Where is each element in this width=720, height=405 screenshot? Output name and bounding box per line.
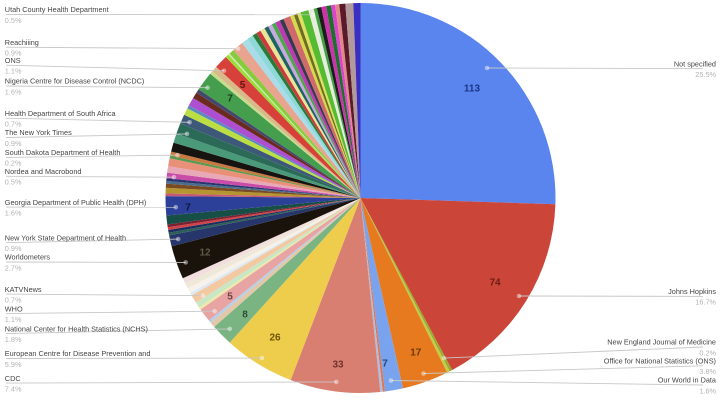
- svg-text:0.7%: 0.7%: [5, 120, 22, 129]
- svg-text:5: 5: [227, 291, 233, 302]
- svg-text:0.9%: 0.9%: [5, 244, 22, 253]
- svg-text:0.7%: 0.7%: [5, 295, 22, 304]
- svg-text:KATVNews: KATVNews: [5, 285, 42, 294]
- svg-text:1.6%: 1.6%: [5, 208, 22, 217]
- svg-text:1.6%: 1.6%: [5, 87, 22, 96]
- svg-text:The New York Times: The New York Times: [5, 128, 72, 137]
- svg-text:7: 7: [185, 202, 191, 213]
- svg-text:12: 12: [199, 247, 211, 258]
- svg-text:3.8%: 3.8%: [699, 367, 716, 376]
- svg-text:7: 7: [227, 93, 233, 104]
- svg-text:25.5%: 25.5%: [695, 70, 716, 79]
- svg-text:Our World in Data: Our World in Data: [658, 376, 717, 385]
- svg-text:7: 7: [382, 358, 388, 369]
- svg-text:WHO: WHO: [5, 304, 23, 313]
- svg-text:Reachiiing: Reachiiing: [5, 38, 39, 47]
- svg-text:Not specified: Not specified: [674, 59, 716, 68]
- svg-text:16.7%: 16.7%: [695, 298, 716, 307]
- svg-text:8: 8: [242, 309, 248, 320]
- svg-text:7.4%: 7.4%: [5, 384, 22, 393]
- svg-text:5.9%: 5.9%: [5, 360, 22, 369]
- svg-text:0.2%: 0.2%: [699, 348, 716, 357]
- svg-text:0.9%: 0.9%: [5, 139, 22, 148]
- svg-text:0.9%: 0.9%: [5, 49, 22, 58]
- svg-text:Utah County Health Department: Utah County Health Department: [5, 5, 109, 14]
- svg-text:1.8%: 1.8%: [5, 335, 22, 344]
- svg-text:0.5%: 0.5%: [5, 16, 22, 25]
- svg-text:0.2%: 0.2%: [5, 159, 22, 168]
- svg-text:1.1%: 1.1%: [5, 315, 22, 324]
- svg-text:Health Department of South Afr: Health Department of South Africa: [5, 109, 117, 118]
- svg-text:74: 74: [489, 277, 501, 288]
- svg-text:Nordea and Macrobond: Nordea and Macrobond: [5, 167, 82, 176]
- svg-text:33: 33: [332, 359, 344, 370]
- svg-text:South Dakota Department of Hea: South Dakota Department of Health: [5, 148, 121, 157]
- svg-text:ONS: ONS: [5, 56, 21, 65]
- svg-text:New York State Department of H: New York State Department of Health: [5, 233, 126, 242]
- svg-text:1.6%: 1.6%: [699, 386, 716, 395]
- svg-text:0.5%: 0.5%: [5, 178, 22, 187]
- svg-text:113: 113: [464, 83, 481, 94]
- svg-text:2.7%: 2.7%: [5, 263, 22, 272]
- svg-text:26: 26: [269, 332, 281, 343]
- svg-text:Office for National Statistics: Office for National Statistics (ONS): [604, 357, 716, 366]
- svg-text:17: 17: [410, 347, 422, 358]
- svg-text:Worldometers: Worldometers: [5, 253, 51, 262]
- svg-text:National Center for Health Sta: National Center for Health Statistics (N…: [5, 324, 148, 333]
- svg-text:1.1%: 1.1%: [5, 67, 22, 76]
- svg-text:Georgia Department of Public H: Georgia Department of Public Health (DPH…: [5, 198, 147, 207]
- svg-text:5: 5: [240, 80, 246, 91]
- svg-text:Nigeria Centre for Disease Con: Nigeria Centre for Disease Control (NCDC…: [5, 77, 145, 86]
- svg-text:New England Journal of Medicin: New England Journal of Medicine: [607, 338, 716, 347]
- svg-text:European Centre for Disease Pr: European Centre for Disease Prevention a…: [5, 349, 151, 358]
- svg-text:CDC: CDC: [5, 374, 21, 383]
- svg-text:Johns Hopkins: Johns Hopkins: [668, 287, 716, 296]
